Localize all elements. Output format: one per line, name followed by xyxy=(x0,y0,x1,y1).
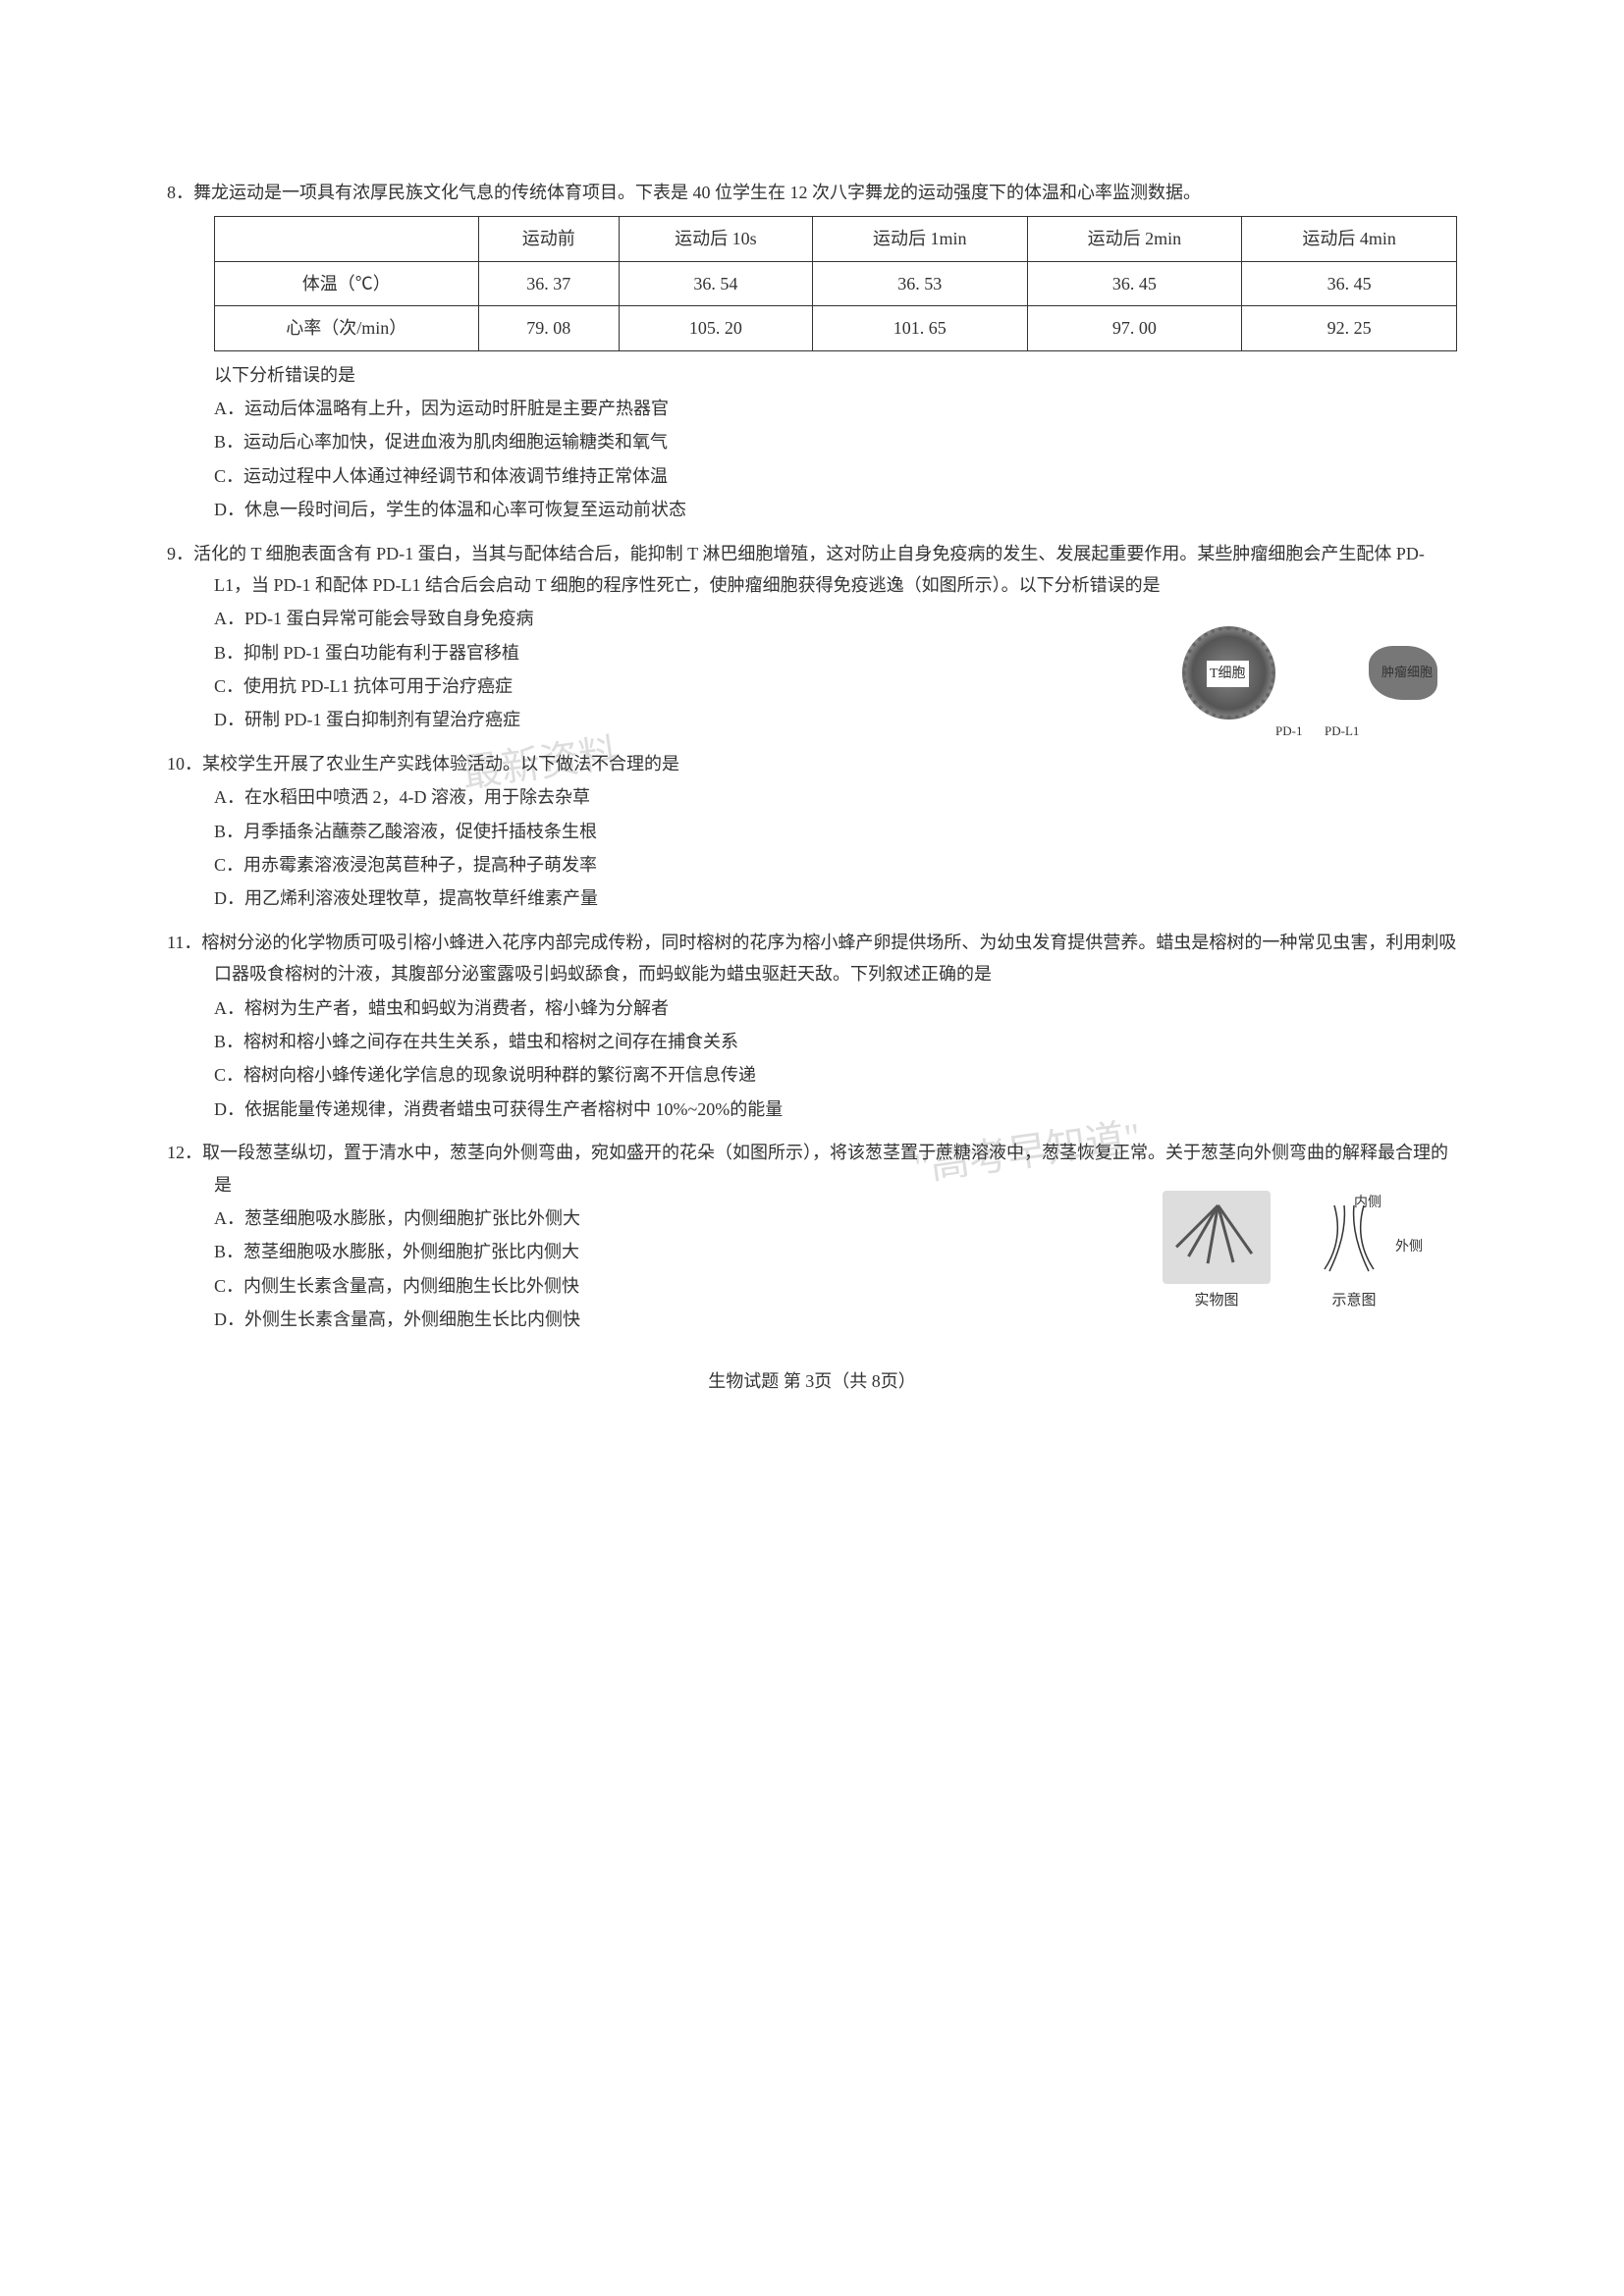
q12-schema-caption: 示意图 xyxy=(1300,1288,1408,1314)
t-cell-label: T细胞 xyxy=(1207,661,1249,687)
table-header: 运动后 10s xyxy=(619,217,812,261)
q12-number: 12． xyxy=(167,1143,202,1162)
q12-option-d: D．外侧生长素含量高，外侧细胞生长比内侧快 xyxy=(214,1304,903,1335)
table-cell: 97. 00 xyxy=(1027,306,1242,350)
q8-option-b: B．运动后心率加快，促进血液为肌肉细胞运输糖类和氧气 xyxy=(214,426,1457,457)
q8-prompt: 以下分析错误的是 xyxy=(167,359,1457,391)
table-cell: 体温（℃） xyxy=(215,261,479,305)
inner-label: 内侧 xyxy=(1354,1191,1381,1215)
page-footer: 生物试题 第 3页（共 8页） xyxy=(167,1365,1457,1397)
q11-option-a: A．榕树为生产者，蜡虫和蚂蚁为消费者，榕小蜂为分解者 xyxy=(214,992,1457,1024)
q12-schema: 内侧 外侧 xyxy=(1300,1191,1408,1284)
table-header: 运动后 2min xyxy=(1027,217,1242,261)
question-8: 8．舞龙运动是一项具有浓厚民族文化气息的传统体育项目。下表是 40 位学生在 1… xyxy=(167,177,1457,526)
pdl1-label: PD-L1 xyxy=(1325,720,1359,742)
q11-text: 榕树分泌的化学物质可吸引榕小蜂进入花序内部完成传粉，同时榕树的花序为榕小蜂产卵提… xyxy=(201,933,1456,984)
q10-number: 10． xyxy=(167,754,202,774)
question-11: 11．榕树分泌的化学物质可吸引榕小蜂进入花序内部完成传粉，同时榕树的花序为榕小蜂… xyxy=(167,927,1457,1125)
q10-text: 某校学生开展了农业生产实践体验活动。以下做法不合理的是 xyxy=(202,754,679,774)
table-cell: 92. 25 xyxy=(1242,306,1457,350)
q12-option-a: A．葱茎细胞吸水膨胀，内侧细胞扩张比外侧大 xyxy=(214,1202,903,1234)
q11-number: 11． xyxy=(167,933,201,952)
q8-text: 舞龙运动是一项具有浓厚民族文化气息的传统体育项目。下表是 40 位学生在 12 … xyxy=(193,183,1201,202)
q11-option-d: D．依据能量传递规律，消费者蜡虫可获得生产者榕树中 10%~20%的能量 xyxy=(214,1094,1457,1125)
q10-option-a: A．在水稻田中喷洒 2，4-D 溶液，用于除去杂草 xyxy=(214,781,1457,813)
table-cell: 36. 37 xyxy=(478,261,619,305)
q12-photo xyxy=(1163,1191,1271,1284)
question-12: 12．取一段葱茎纵切，置于清水中，葱茎向外侧弯曲，宛如盛开的花朵（如图所示），将… xyxy=(167,1137,1457,1335)
table-cell: 36. 45 xyxy=(1242,261,1457,305)
table-header: 运动后 1min xyxy=(812,217,1027,261)
table-header: 运动后 4min xyxy=(1242,217,1457,261)
q8-number: 8． xyxy=(167,183,193,202)
q8-table: 运动前 运动后 10s 运动后 1min 运动后 2min 运动后 4min 体… xyxy=(214,216,1457,350)
q8-option-a: A．运动后体温略有上升，因为运动时肝脏是主要产热器官 xyxy=(214,393,1457,424)
q10-option-c: C．用赤霉素溶液浸泡莴苣种子，提高种子萌发率 xyxy=(214,849,1457,881)
table-cell: 105. 20 xyxy=(619,306,812,350)
outer-label: 外侧 xyxy=(1395,1235,1423,1259)
q11-option-c: C．榕树向榕小蜂传递化学信息的现象说明种群的繁衍离不开信息传递 xyxy=(214,1059,1457,1091)
question-10: 最新资料 10．某校学生开展了农业生产实践体验活动。以下做法不合理的是 A．在水… xyxy=(167,748,1457,915)
table-cell: 101. 65 xyxy=(812,306,1027,350)
q12-text: 取一段葱茎纵切，置于清水中，葱茎向外侧弯曲，宛如盛开的花朵（如图所示），将该葱茎… xyxy=(202,1143,1448,1194)
q9-diagram: T细胞 肿瘤细胞 PD-1 PD-L1 xyxy=(1163,616,1437,744)
pd1-label: PD-1 xyxy=(1275,720,1302,742)
q11-option-b: B．榕树和榕小蜂之间存在共生关系，蜡虫和榕树之间存在捕食关系 xyxy=(214,1026,1457,1057)
q8-option-d: D．休息一段时间后，学生的体温和心率可恢复至运动前状态 xyxy=(214,494,1457,525)
q10-option-b: B．月季插条沾蘸萘乙酸溶液，促使扦插枝条生根 xyxy=(214,816,1457,847)
tumor-label: 肿瘤细胞 xyxy=(1381,661,1433,683)
q12-images: 实物图 内侧 外侧 示意图 xyxy=(1163,1191,1437,1314)
q12-photo-caption: 实物图 xyxy=(1163,1288,1271,1314)
q9-text: 活化的 T 细胞表面含有 PD-1 蛋白，当其与配体结合后，能抑制 T 淋巴细胞… xyxy=(193,544,1425,595)
q12-option-c: C．内侧生长素含量高，内侧细胞生长比外侧快 xyxy=(214,1270,903,1302)
q8-option-c: C．运动过程中人体通过神经调节和体液调节维持正常体温 xyxy=(214,460,1457,492)
table-header xyxy=(215,217,479,261)
table-cell: 36. 45 xyxy=(1027,261,1242,305)
q9-number: 9． xyxy=(167,544,193,563)
table-cell: 36. 53 xyxy=(812,261,1027,305)
table-cell: 36. 54 xyxy=(619,261,812,305)
table-cell: 79. 08 xyxy=(478,306,619,350)
table-header: 运动前 xyxy=(478,217,619,261)
table-cell: 心率（次/min） xyxy=(215,306,479,350)
question-9: "高考早知道" 9．活化的 T 细胞表面含有 PD-1 蛋白，当其与配体结合后，… xyxy=(167,538,1457,736)
q10-option-d: D．用乙烯利溶液处理牧草，提高牧草纤维素产量 xyxy=(214,882,1457,914)
q12-option-b: B．葱茎细胞吸水膨胀，外侧细胞扩张比内侧大 xyxy=(214,1236,903,1267)
